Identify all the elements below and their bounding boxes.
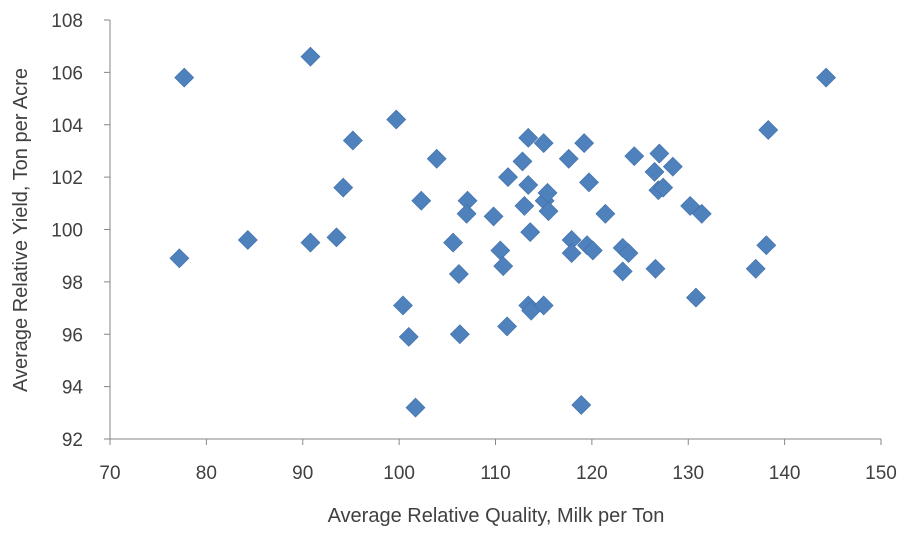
data-point bbox=[579, 172, 599, 193]
data-point bbox=[426, 148, 447, 169]
plot-area: 92 94 96 98 100 102 104 106 108 70 80 90 100 110 120 1… bbox=[51, 11, 897, 484]
data-point bbox=[645, 258, 666, 279]
data-point bbox=[618, 243, 639, 263]
data-point bbox=[574, 133, 595, 154]
data-point bbox=[520, 222, 541, 243]
x-tick-label: 110 bbox=[480, 463, 510, 484]
data-point bbox=[745, 258, 766, 279]
data-point bbox=[326, 227, 347, 248]
x-tick-label: 90 bbox=[292, 463, 313, 484]
data-point bbox=[649, 143, 670, 164]
x-tick-label: 150 bbox=[865, 463, 897, 484]
data-point bbox=[595, 203, 616, 224]
data-point bbox=[411, 190, 432, 211]
x-tick-label: 100 bbox=[383, 463, 415, 484]
x-tick-label: 70 bbox=[99, 463, 120, 484]
y-tick-label: 96 bbox=[62, 325, 83, 346]
data-point bbox=[653, 177, 674, 198]
y-tick-label: 100 bbox=[51, 221, 83, 242]
data-point bbox=[538, 201, 559, 222]
x-tick-label: 130 bbox=[672, 463, 704, 484]
data-point bbox=[300, 232, 321, 253]
data-point bbox=[758, 120, 779, 140]
x-ticks: 70 80 90 100 110 120 130 140 150 bbox=[99, 439, 897, 484]
data-point bbox=[490, 240, 511, 261]
x-tick-label: 80 bbox=[196, 463, 217, 484]
data-point bbox=[398, 326, 419, 347]
data-point bbox=[169, 248, 190, 269]
data-point bbox=[448, 264, 469, 284]
data-point bbox=[443, 232, 464, 253]
x-axis-title: Average Relative Quality, Milk per Ton bbox=[328, 505, 665, 527]
data-point bbox=[662, 156, 683, 177]
data-point bbox=[533, 295, 554, 316]
data-point bbox=[514, 196, 535, 216]
data-points bbox=[169, 46, 836, 418]
data-point bbox=[691, 203, 712, 224]
data-point bbox=[483, 206, 504, 227]
data-point bbox=[512, 151, 533, 172]
y-axis-title: Average Relative Yield, Ton per Acre bbox=[10, 68, 32, 392]
y-tick-label: 102 bbox=[51, 168, 83, 189]
data-point bbox=[237, 230, 258, 250]
x-tick-label: 140 bbox=[769, 463, 801, 484]
data-point bbox=[498, 167, 518, 188]
data-point bbox=[518, 127, 539, 148]
data-point bbox=[456, 203, 477, 224]
data-point bbox=[582, 240, 603, 261]
data-point bbox=[405, 397, 426, 418]
data-point bbox=[393, 295, 413, 316]
data-point bbox=[493, 256, 514, 277]
data-point bbox=[174, 67, 195, 88]
data-point bbox=[644, 161, 665, 182]
data-point bbox=[686, 287, 706, 308]
y-tick-label: 94 bbox=[62, 378, 84, 399]
data-point bbox=[333, 177, 354, 198]
y-tick-label: 92 bbox=[62, 430, 83, 451]
data-point bbox=[449, 324, 470, 345]
data-point bbox=[571, 395, 592, 415]
y-tick-label: 106 bbox=[51, 63, 83, 84]
data-point bbox=[612, 261, 633, 282]
data-point bbox=[816, 67, 836, 88]
data-point bbox=[300, 46, 321, 67]
y-tick-label: 108 bbox=[51, 11, 83, 32]
data-point bbox=[624, 146, 645, 167]
data-point bbox=[342, 130, 363, 151]
x-tick-label: 120 bbox=[576, 463, 608, 484]
y-tick-label: 104 bbox=[51, 116, 83, 137]
y-tick-label: 98 bbox=[62, 273, 83, 294]
data-point bbox=[533, 133, 554, 154]
data-point bbox=[558, 148, 579, 169]
data-point bbox=[386, 109, 407, 130]
y-ticks: 92 94 96 98 100 102 104 106 108 bbox=[51, 11, 110, 451]
data-point bbox=[561, 243, 582, 263]
data-point bbox=[497, 316, 517, 337]
data-point bbox=[518, 175, 539, 195]
data-point bbox=[756, 235, 777, 256]
